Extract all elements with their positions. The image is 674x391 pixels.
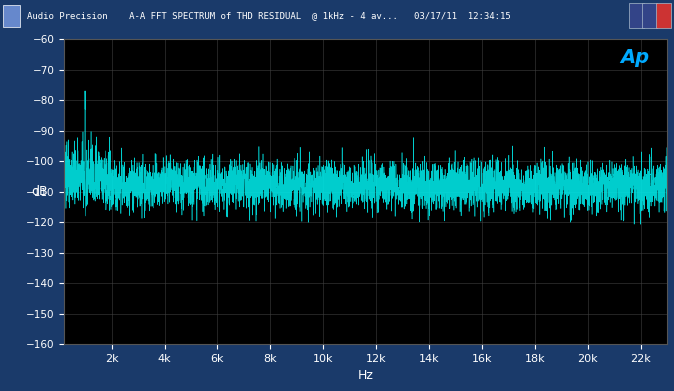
Text: Audio Precision    A-A FFT SPECTRUM of THD RESIDUAL  @ 1kHz - 4 av...   03/17/11: Audio Precision A-A FFT SPECTRUM of THD … bbox=[27, 11, 511, 20]
Text: Ap: Ap bbox=[620, 48, 649, 67]
X-axis label: Hz: Hz bbox=[358, 369, 373, 382]
FancyBboxPatch shape bbox=[656, 3, 671, 28]
FancyBboxPatch shape bbox=[629, 3, 644, 28]
Y-axis label: dB: dB bbox=[32, 185, 49, 198]
FancyBboxPatch shape bbox=[642, 3, 657, 28]
FancyBboxPatch shape bbox=[3, 5, 20, 27]
